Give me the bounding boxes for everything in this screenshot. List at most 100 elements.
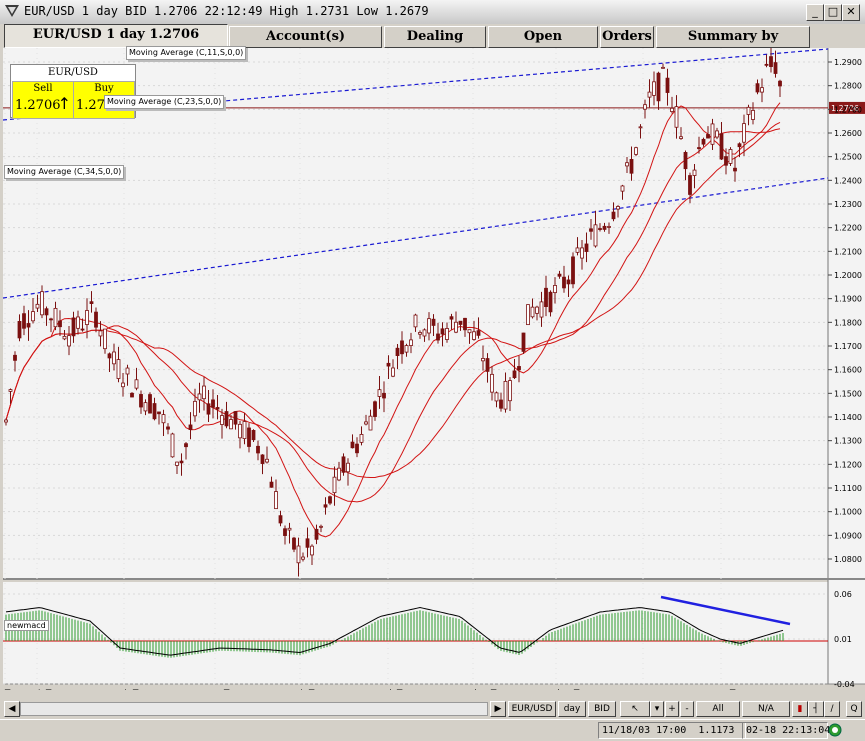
candle-body (98, 330, 103, 337)
candle-body (287, 527, 292, 531)
price-tick-label: 1.0800 (834, 555, 862, 564)
candle-body (310, 545, 314, 556)
candle-body (233, 411, 238, 425)
osc-tick-label: -0.04 (834, 680, 855, 689)
tab-open-positions[interactable]: Open Positions (488, 26, 598, 64)
candle-body (544, 287, 548, 308)
cursor-tool-button[interactable]: ↖ (620, 701, 650, 717)
tab-summary-by-accounts[interactable]: Summary by Accounts (656, 26, 810, 64)
price-tick-label: 1.2100 (834, 247, 862, 256)
candle-body (112, 351, 116, 365)
range-na-button[interactable]: N/A (742, 701, 790, 717)
candle-body (778, 80, 782, 87)
time-tick-label: 七月 (122, 689, 140, 690)
candle-body (391, 367, 395, 377)
candle-body (476, 330, 481, 336)
candle-body (53, 307, 58, 328)
candle-body (337, 467, 341, 481)
bar-style-icon[interactable]: ┤ (808, 701, 824, 717)
scroll-right-button[interactable]: ▶ (490, 701, 506, 717)
candle-body (85, 310, 89, 325)
range-all-button[interactable]: All (696, 701, 740, 717)
candle-body (467, 329, 472, 334)
scroll-left-button[interactable]: ◀ (4, 701, 20, 717)
candle-body (656, 72, 661, 102)
line-style-icon[interactable]: ∕ (824, 701, 840, 717)
tab-dealing-rates[interactable]: Dealing Rates (384, 26, 486, 64)
candle-body (107, 353, 112, 359)
tab-chart[interactable]: EUR/USD 1 day 1.2706 22:12:49 (4, 24, 228, 62)
side-button[interactable]: BID (588, 701, 616, 717)
candle-body (616, 206, 620, 210)
candle-body (679, 136, 683, 139)
oscillator-label[interactable]: newmacd (4, 620, 49, 631)
candle-body (706, 134, 710, 139)
candle-body (350, 441, 355, 449)
candle-body (202, 385, 206, 400)
ma23-label[interactable]: Moving Average (C,23,S,0,0) (104, 95, 225, 109)
time-tick-label: 十一月 (471, 688, 498, 690)
candle-body (751, 110, 755, 120)
ma11-label[interactable]: Moving Average (C,11,S,0,0) (126, 46, 247, 60)
candle-body (593, 224, 598, 247)
price-tick-label: 1.1000 (834, 508, 862, 517)
candle-body (4, 419, 8, 423)
candle-body (184, 443, 188, 448)
buy-label: Buy (94, 83, 114, 94)
maximize-button[interactable]: □ (824, 4, 842, 21)
price-panel (3, 48, 828, 578)
candle-body (427, 318, 431, 334)
candle-body (755, 83, 760, 93)
candle-body (548, 291, 553, 313)
candle-body (76, 316, 80, 329)
app-logo-icon (5, 5, 19, 17)
candle-body (125, 367, 130, 375)
tool-dropdown-icon[interactable]: ▾ (650, 701, 664, 717)
candle-body (247, 427, 251, 447)
tab-account-information[interactable]: Account(s) Information (229, 26, 382, 64)
candle-body (44, 308, 49, 316)
symbol-button[interactable]: EUR/USD (508, 701, 556, 717)
candle-body (130, 392, 134, 398)
zoom-in-button[interactable]: + (665, 701, 679, 717)
candle-body (179, 460, 184, 464)
candle-body (152, 403, 157, 420)
candle-body (359, 434, 364, 443)
candle-body (760, 87, 764, 93)
price-tick-label: 1.1200 (834, 460, 862, 469)
close-button[interactable]: ✕ (842, 4, 860, 21)
horizontal-scrollbar[interactable] (20, 702, 488, 716)
candle-body (562, 276, 566, 289)
candle-body (251, 430, 256, 441)
candle-body (94, 311, 98, 328)
time-tick-label: 二月 (719, 689, 737, 690)
tab-orders[interactable]: Orders (600, 26, 654, 48)
price-tick-label: 1.2600 (834, 129, 862, 138)
time-tick-label: 九月 (298, 689, 316, 690)
candle-body (611, 211, 616, 220)
candle-body (620, 185, 625, 192)
candle-body (737, 143, 742, 148)
candle-body (103, 328, 107, 350)
candle-style-icon[interactable]: ▮ (792, 701, 808, 717)
candle-body (206, 403, 211, 415)
candle-body (652, 81, 656, 96)
candle-body (688, 175, 692, 195)
candle-body (571, 256, 575, 285)
candle-body (535, 306, 539, 314)
tab-bar: EUR/USD 1 day 1.2706 22:12:49 Account(s)… (0, 24, 865, 64)
zoom-out-button[interactable]: - (680, 701, 694, 717)
minimize-button[interactable]: _ (806, 4, 824, 21)
candle-body (733, 167, 737, 172)
sell-price: 1.2706 (15, 98, 61, 113)
query-button[interactable]: Q (846, 701, 862, 717)
candle-body (472, 331, 476, 340)
ma34-label[interactable]: Moving Average (C,34,S,0,0) (4, 165, 125, 179)
period-button[interactable]: day (558, 701, 586, 717)
price-tick-label: 1.0900 (834, 531, 862, 540)
sell-box[interactable]: Sell 1.2706 ↑ (12, 81, 74, 119)
price-chart[interactable]: 1.2706 1.2900 1.2800 1.2700 1.2600 1.2500 1.2… (0, 48, 865, 690)
candle-body (400, 340, 404, 355)
candle-body (364, 421, 368, 425)
price-tick-label: 1.1500 (834, 389, 862, 398)
